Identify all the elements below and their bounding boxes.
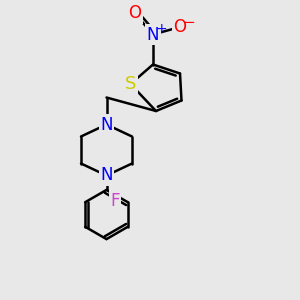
Text: O: O bbox=[173, 18, 187, 36]
Text: S: S bbox=[125, 75, 136, 93]
Text: N: N bbox=[100, 116, 113, 134]
Text: F: F bbox=[110, 192, 120, 210]
Text: N: N bbox=[100, 167, 113, 184]
Text: +: + bbox=[156, 22, 167, 36]
Text: −: − bbox=[183, 15, 195, 30]
Text: O: O bbox=[128, 4, 142, 22]
Text: N: N bbox=[147, 26, 159, 44]
